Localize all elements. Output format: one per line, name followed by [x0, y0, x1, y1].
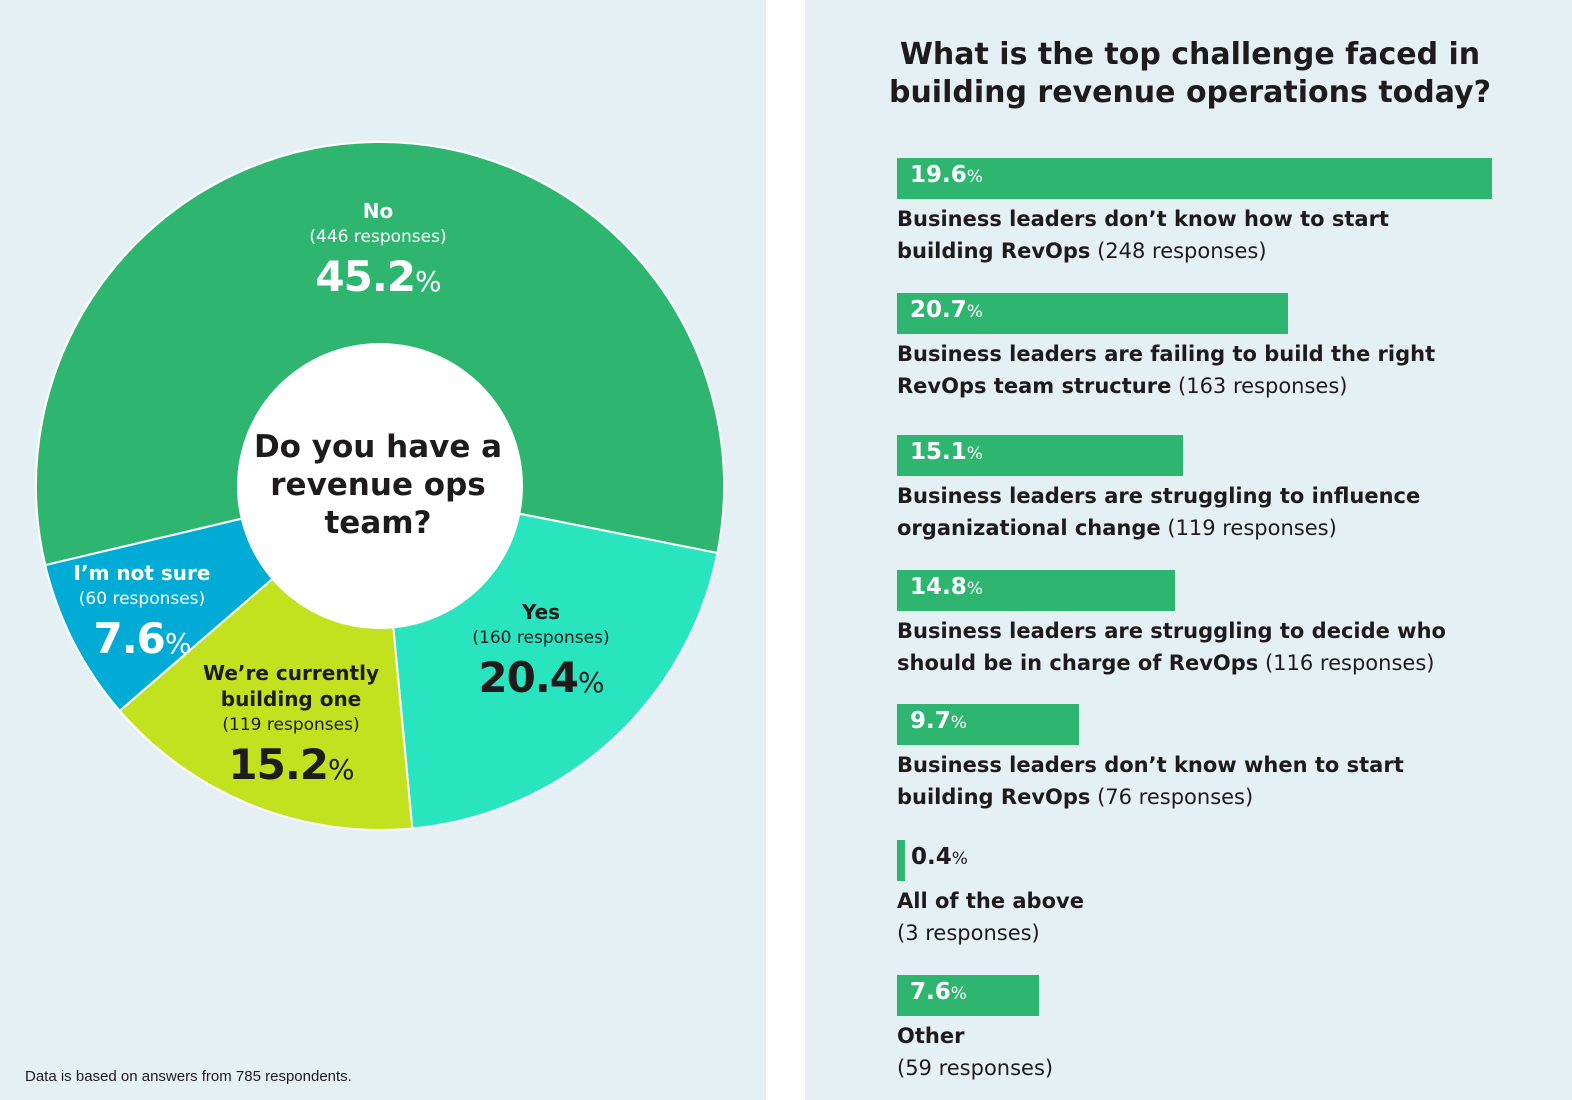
slice-responses: (160 responses) [472, 628, 610, 648]
slice-percent: 15.2% [228, 740, 354, 789]
bar-category-label: Other (59 responses) [897, 1020, 1537, 1084]
bar-category-label: All of the above (3 responses) [897, 885, 1537, 949]
bar-percent-label: 20.7% [910, 297, 983, 323]
slice-name: Yes [521, 600, 561, 624]
bar-category-label: Business leaders are struggling to influ… [897, 480, 1457, 544]
category-responses: (76 responses) [1097, 785, 1254, 809]
bar: 7.6% [897, 975, 1039, 1016]
category-text: Business leaders are struggling to decid… [897, 619, 1446, 675]
bar-category-label: Business leaders don’t know when to star… [897, 749, 1457, 813]
bar-item: 7.6% Other (59 responses) [897, 975, 1537, 1084]
bar: 14.8% [897, 570, 1176, 611]
slice-name: We’re currently building one [203, 661, 379, 711]
category-responses: (119 responses) [1167, 516, 1337, 540]
slice-responses: (119 responses) [222, 715, 360, 735]
category-text: All of the above [897, 889, 1084, 913]
bar-item: 19.6% Business leaders don’t know how to … [897, 158, 1537, 267]
slice-responses: (446 responses) [309, 227, 447, 247]
bar-category-label: Business leaders don’t know how to start… [897, 203, 1457, 267]
bar-chart-title: What is the top challenge faced in build… [888, 37, 1492, 110]
donut-hole [237, 343, 523, 629]
bar-percent-label: 9.7% [910, 708, 967, 734]
slice-name: No [362, 199, 394, 223]
bar-percent-label: 15.1% [910, 439, 983, 465]
donut-center-question: Do you have a revenue ops team? [253, 429, 503, 541]
bar-percent-label: 7.6% [910, 979, 967, 1005]
bar-category-label: Business leaders are struggling to decid… [897, 615, 1457, 679]
category-responses: (59 responses) [897, 1056, 1054, 1080]
category-text: Business leaders don’t know when to star… [897, 753, 1404, 809]
footnote: Data is based on answers from 785 respon… [25, 1068, 352, 1085]
bar-item: 15.1% Business leaders are struggling to … [897, 435, 1537, 544]
slice-name: I’m not sure [73, 561, 211, 585]
slice-percent: 45.2% [315, 252, 441, 301]
slice-percent: 20.4% [478, 653, 604, 702]
category-responses: (116 responses) [1264, 651, 1435, 675]
slice-responses: (60 responses) [78, 589, 206, 609]
category-text: Business leaders are failing to build th… [897, 342, 1436, 398]
donut-chart [35, 141, 725, 831]
slice-label-not-sure: I’m not sure (60 responses) 7.6% [74, 560, 211, 671]
category-text: Business leaders are struggling to influ… [897, 484, 1421, 540]
slice-label-yes: Yes (160 responses) 20.4% [472, 599, 609, 710]
bar-percent-label: 19.6% [910, 162, 983, 188]
donut-panel: Do you have a revenue ops team? No (446 … [0, 0, 766, 1100]
bar-percent-label: 14.8% [910, 574, 983, 600]
category-responses: (248 responses) [1097, 239, 1267, 263]
bar: 19.6% [897, 158, 1493, 199]
bar-item: 14.8% Business leaders are struggling to … [897, 570, 1537, 679]
slice-percent: 7.6% [93, 614, 191, 663]
bar: 20.7% [897, 293, 1289, 334]
bar-item: 9.7% Business leaders don’t know when to … [897, 704, 1537, 813]
category-text: Business leaders don’t know how to start… [897, 207, 1389, 263]
bar-percent-label: 0.4% [911, 844, 968, 870]
bar-item: 20.7% Business leaders are failing to bui… [897, 293, 1537, 402]
bar: 15.1% [897, 435, 1183, 476]
slice-label-no: No (446 responses) 45.2% [309, 198, 446, 309]
category-text: Other [897, 1024, 965, 1048]
category-responses: (3 responses) [897, 921, 1040, 945]
bar-category-label: Business leaders are failing to build th… [897, 338, 1457, 402]
slice-label-building: We’re currently building one (119 respon… [201, 660, 381, 797]
bar: 9.7% [897, 704, 1080, 745]
category-responses: (163 responses) [1178, 374, 1348, 398]
bar: 0.4% [897, 840, 968, 881]
bar-item: 0.4% All of the above (3 responses) [897, 840, 1537, 949]
